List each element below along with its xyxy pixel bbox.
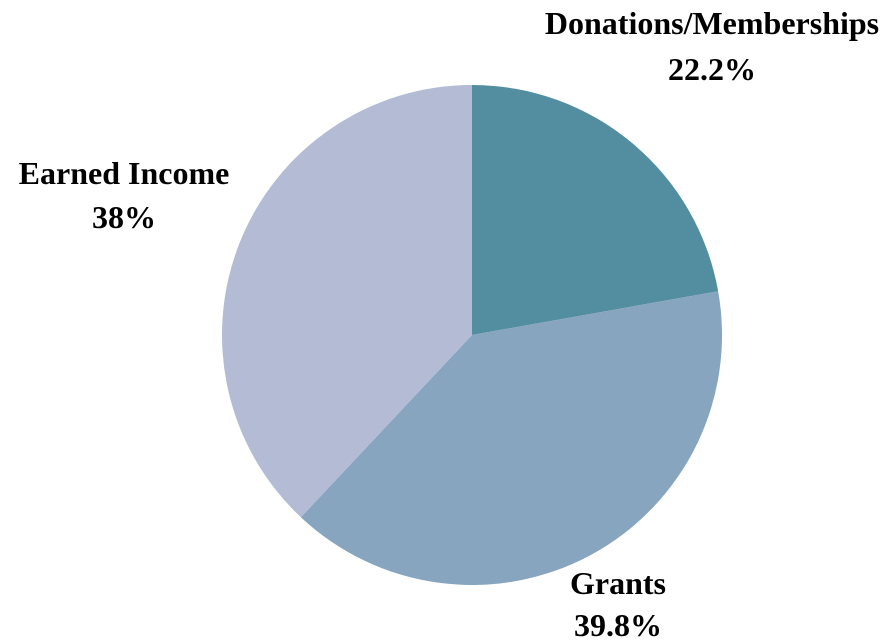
slice-label-grants: Grants [570, 565, 666, 601]
slice-value-earned-income: 38% [92, 199, 156, 235]
slice-donations-memberships [472, 85, 719, 335]
slice-value-grants: 39.8% [574, 607, 662, 641]
slice-label-earned-income: Earned Income [19, 155, 230, 191]
pie-slices [222, 85, 722, 585]
slice-value-donations: 22.2% [668, 51, 756, 87]
slice-label-donations: Donations/Memberships [545, 5, 879, 41]
slice-grants [300, 291, 722, 585]
slice-earned-income [222, 85, 472, 518]
